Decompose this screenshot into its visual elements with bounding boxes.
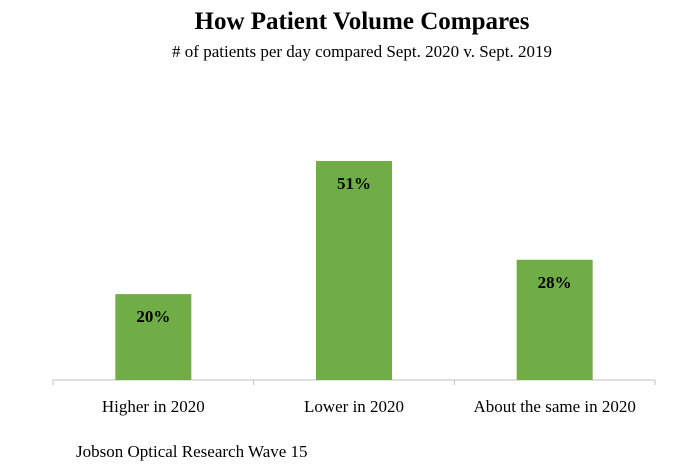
bar: [115, 294, 192, 380]
source-note: Jobson Optical Research Wave 15: [76, 442, 308, 461]
chart-subtitle: # of patients per day compared Sept. 202…: [172, 42, 552, 61]
x-tick-label: Lower in 2020: [303, 397, 405, 416]
bar-value-label: 51%: [337, 174, 371, 193]
bar: [516, 259, 593, 380]
bar-value-label: 28%: [538, 273, 572, 292]
bar: [316, 161, 392, 380]
x-tick-label: About the same in 2020: [473, 397, 636, 416]
bar-value-label: 20%: [136, 307, 170, 326]
x-tick-label: Higher in 2020: [101, 397, 205, 416]
chart-title: How Patient Volume Compares: [194, 8, 530, 35]
